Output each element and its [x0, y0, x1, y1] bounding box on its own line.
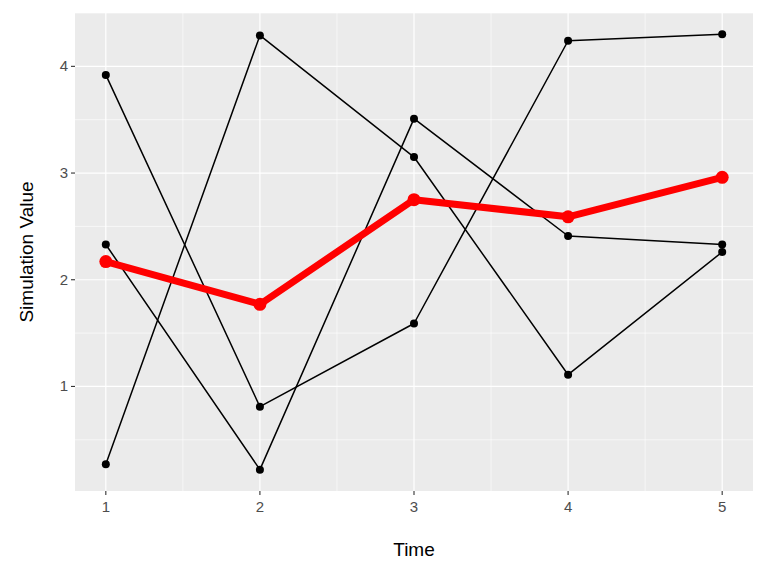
series	[99, 171, 728, 311]
series-line	[106, 177, 722, 304]
series-point	[562, 210, 575, 223]
series-line	[106, 119, 722, 470]
chart-svg: 1 2 3 4 1 2 3 4 5 Time Simulation Value	[0, 0, 768, 576]
series-line	[106, 34, 722, 406]
tick-mark	[259, 491, 260, 495]
minor-grid-line	[491, 13, 492, 491]
tick-mark	[568, 491, 569, 495]
tick-label: 1	[102, 498, 110, 515]
grid-line	[567, 13, 568, 491]
series-point	[718, 30, 726, 38]
series-point	[102, 71, 110, 79]
tick-label: 3	[410, 498, 418, 515]
tick-mark	[71, 66, 75, 67]
series-line	[106, 35, 722, 464]
tick-mark	[413, 491, 414, 495]
series-point	[410, 115, 418, 123]
series	[102, 115, 726, 474]
series-point	[410, 153, 418, 161]
series-point	[718, 241, 726, 249]
axis-title: Simulation Value	[16, 181, 37, 322]
data-layer	[99, 30, 728, 473]
series-point	[564, 371, 572, 379]
tick-label: 3	[60, 164, 68, 181]
series-point	[564, 232, 572, 240]
tick-mark	[71, 386, 75, 387]
tick-mark	[722, 491, 723, 495]
grid-line	[259, 13, 260, 491]
series-point	[102, 241, 110, 249]
tick-mark	[71, 172, 75, 173]
tick-label: 2	[256, 498, 264, 515]
series-point	[99, 255, 112, 268]
series-point	[256, 31, 264, 39]
tick-mark	[71, 279, 75, 280]
panel-background	[75, 13, 753, 491]
series-point	[718, 248, 726, 256]
grid	[75, 13, 753, 491]
chart-container: 1 2 3 4 1 2 3 4 5 Time Simulation Value	[0, 0, 768, 576]
tick-label: 5	[718, 498, 726, 515]
series-point	[102, 460, 110, 468]
axes: 1 2 3 4 1 2 3 4 5	[60, 57, 727, 515]
grid-line	[413, 13, 414, 491]
tick-label: 2	[60, 271, 68, 288]
series-point	[256, 403, 264, 411]
tick-mark	[105, 491, 106, 495]
series-point	[564, 37, 572, 45]
tick-label: 4	[60, 57, 68, 74]
series-point	[256, 466, 264, 474]
minor-grid-line	[645, 13, 646, 491]
series-point	[410, 319, 418, 327]
axis-title: Time	[393, 539, 435, 560]
series	[102, 30, 726, 410]
series-point	[408, 193, 421, 206]
series-point	[253, 298, 266, 311]
series-point	[716, 171, 729, 184]
tick-label: 4	[564, 498, 572, 515]
tick-label: 1	[60, 377, 68, 394]
grid-line	[105, 13, 106, 491]
series	[102, 31, 726, 468]
